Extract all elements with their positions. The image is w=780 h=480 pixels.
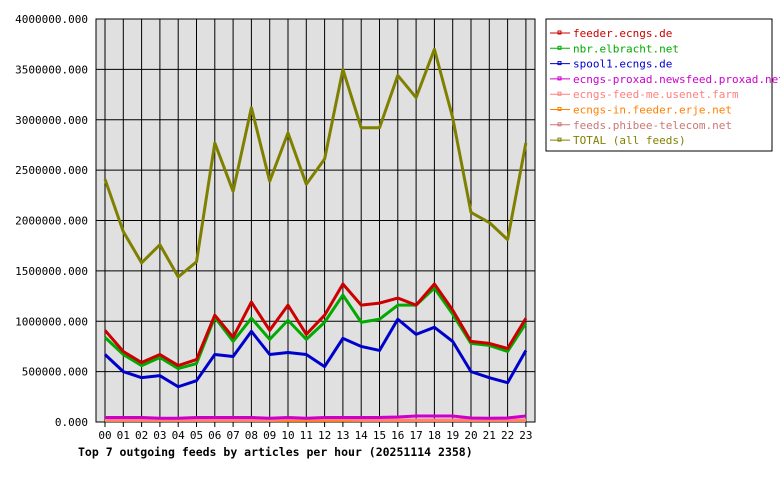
x-tick-label: 04 bbox=[172, 429, 186, 442]
x-tick-label: 18 bbox=[428, 429, 441, 442]
chart-title: Top 7 outgoing feeds by articles per hou… bbox=[78, 445, 473, 459]
x-tick-label: 06 bbox=[208, 429, 221, 442]
x-tick-label: 09 bbox=[263, 429, 276, 442]
series-line bbox=[103, 282, 528, 368]
y-tick-label: 3500000.000 bbox=[15, 63, 88, 76]
legend-label: spool1.ecngs.de bbox=[573, 58, 672, 71]
x-tick-label: 23 bbox=[519, 429, 532, 442]
y-tick-label: 2500000.000 bbox=[15, 164, 88, 177]
x-tick-label: 12 bbox=[318, 429, 331, 442]
series-line bbox=[103, 47, 528, 279]
x-axis-ticks: 00 01 02 03 04 05 06 07 08 09 10 11 12 13 14 15 16 17 18 19… bbox=[98, 429, 532, 442]
legend-marker bbox=[557, 107, 562, 111]
x-tick-label: 20 bbox=[464, 429, 477, 442]
legend-marker bbox=[557, 30, 562, 35]
legend-marker bbox=[557, 45, 562, 50]
x-tick-label: 08 bbox=[245, 429, 258, 442]
x-tick-label: 14 bbox=[355, 429, 369, 442]
y-tick-label: 0.000 bbox=[55, 416, 88, 429]
legend-label: TOTAL (all feeds) bbox=[573, 134, 686, 147]
x-tick-label: 01 bbox=[117, 429, 130, 442]
series-line bbox=[103, 317, 528, 389]
legend-marker bbox=[557, 91, 562, 96]
x-tick-label: 21 bbox=[483, 429, 496, 442]
x-tick-label: 02 bbox=[135, 429, 148, 442]
y-axis-ticks: 0.000 500000.000 1000000.000 1500000.000 200… bbox=[15, 13, 88, 429]
y-tick-label: 2000000.000 bbox=[15, 215, 88, 228]
x-tick-label: 22 bbox=[501, 429, 514, 442]
legend-label: ecngs-feed-me.usenet.farm bbox=[573, 88, 739, 101]
legend bbox=[545, 18, 773, 152]
x-tick-label: 11 bbox=[300, 429, 313, 442]
x-tick-label: 07 bbox=[226, 429, 239, 442]
y-tick-label: 4000000.000 bbox=[15, 13, 88, 26]
x-tick-label: 19 bbox=[446, 429, 459, 442]
series-line bbox=[103, 286, 528, 371]
x-tick-label: 05 bbox=[190, 429, 203, 442]
legend-marker bbox=[557, 137, 562, 142]
y-tick-label: 1000000.000 bbox=[15, 315, 88, 328]
y-tick-label: 500000.000 bbox=[22, 366, 88, 379]
legend-marker bbox=[557, 76, 562, 81]
legend-label: feeder.ecngs.de bbox=[573, 27, 672, 40]
legend-label: nbr.elbracht.net bbox=[573, 42, 679, 55]
legend-items: feeder.ecngs.de nbr.elbracht.net spool1.ec… bbox=[550, 27, 780, 147]
legend-label: feeds.phibee-telecom.net bbox=[573, 119, 732, 132]
x-tick-label: 03 bbox=[153, 429, 166, 442]
x-tick-label: 10 bbox=[281, 429, 294, 442]
y-tick-label: 3000000.000 bbox=[15, 114, 88, 127]
x-tick-label: 16 bbox=[391, 429, 404, 442]
x-tick-label: 17 bbox=[409, 429, 422, 442]
series-lines bbox=[103, 47, 528, 422]
legend-label: ecngs-proxad.newsfeed.proxad.net bbox=[573, 73, 780, 86]
y-tick-label: 1500000.000 bbox=[15, 265, 88, 278]
x-tick-label: 00 bbox=[98, 429, 111, 442]
legend-marker bbox=[557, 122, 562, 127]
series-line bbox=[105, 414, 527, 420]
x-tick-label: 15 bbox=[373, 429, 386, 442]
legend-label: ecngs-in.feeder.erje.net bbox=[573, 104, 732, 117]
x-tick-label: 13 bbox=[336, 429, 349, 442]
legend-marker bbox=[557, 61, 562, 66]
grid bbox=[96, 18, 535, 427]
